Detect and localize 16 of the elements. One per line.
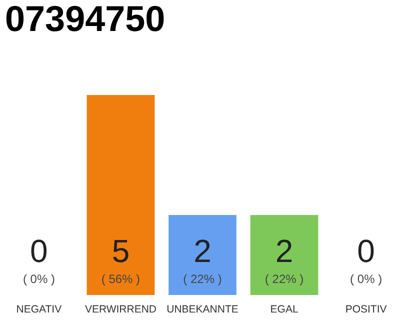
data-label: 0 xyxy=(357,233,375,269)
data-label: 2 xyxy=(194,233,212,269)
x-tick-label: UNBEKANNTE xyxy=(166,304,238,316)
data-label: 0 xyxy=(30,233,48,269)
x-tick-label: EGAL xyxy=(270,304,298,316)
x-tick-label: VERWIRREND xyxy=(84,304,157,316)
x-tick-label: POSITIV xyxy=(345,304,387,316)
chart-title: 07394750 xyxy=(5,0,166,39)
annotation: ( 22% ) xyxy=(183,272,222,286)
annotation: ( 0% ) xyxy=(22,272,55,286)
data-label: 2 xyxy=(275,233,294,269)
annotation: ( 22% ) xyxy=(264,272,304,286)
annotation: ( 0% ) xyxy=(350,272,382,286)
data-label: 5 xyxy=(112,233,130,269)
x-tick-label: NEGATIV xyxy=(16,304,62,316)
annotation: ( 56% ) xyxy=(101,272,140,286)
